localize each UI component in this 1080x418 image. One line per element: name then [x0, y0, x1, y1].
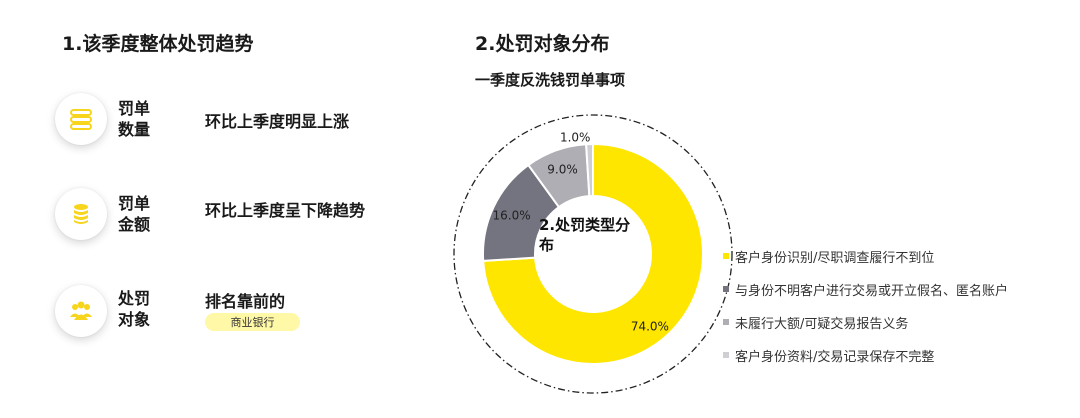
legend-swatch [723, 352, 729, 358]
donut-chart: 74.0% 16.0% 9.0% 1.0% 2.处罚类型分 布 [453, 114, 733, 394]
legend-item: 与身份不明客户进行交易或开立假名、匿名账户 [723, 279, 1008, 299]
donut-center-label: 2.处罚类型分 布 [539, 216, 635, 254]
coin-stack-icon [74, 204, 88, 224]
legend-item: 客户身份资料/交易记录保存不完整 [723, 345, 1008, 365]
slice-value-label: 16.0% [493, 209, 531, 223]
legend-swatch [723, 253, 729, 259]
metric-amount-label: 罚单 金额 [118, 194, 151, 234]
legend-item: 未履行大额/可疑交易报告义务 [723, 312, 1008, 332]
slice-value-label: 1.0% [560, 130, 591, 144]
metric-target-label: 处罚 对象 [118, 289, 151, 329]
slice-value-label: 74.0% [631, 319, 669, 333]
section1-title: 1.该季度整体处罚趋势 [62, 33, 254, 55]
donut-slice [482, 142, 704, 365]
chart-subtitle: 一季度反洗钱罚单事项 [475, 71, 626, 89]
legend-swatch [723, 319, 729, 325]
legend-swatch [723, 286, 729, 292]
metric-target-desc: 排名靠前的 [205, 292, 286, 311]
metric-quantity-desc: 环比上季度明显上涨 [205, 112, 350, 131]
legend-label: 未履行大额/可疑交易报告义务 [735, 316, 909, 332]
metric-quantity-badge [55, 93, 107, 145]
section2-title: 2.处罚对象分布 [475, 33, 610, 55]
donut-slice [585, 142, 594, 198]
target-tag: 商业银行 [205, 313, 300, 331]
list-icon [70, 109, 92, 130]
metric-quantity-label: 罚单 数量 [118, 99, 151, 139]
slice-value-label: 9.0% [547, 162, 578, 176]
metric-amount-desc: 环比上季度呈下降趋势 [205, 201, 366, 220]
dashed-outer-ring [453, 114, 733, 394]
metric-amount-badge [55, 188, 107, 240]
legend-label: 客户身份资料/交易记录保存不完整 [735, 349, 935, 365]
metric-target-badge [55, 285, 107, 337]
legend-item: 客户身份识别/尽职调查履行不到位 [723, 246, 1008, 266]
chart-legend: 客户身份识别/尽职调查履行不到位 与身份不明客户进行交易或开立假名、匿名账户 未… [723, 246, 1008, 378]
people-group-icon [70, 301, 92, 320]
legend-label: 客户身份识别/尽职调查履行不到位 [735, 250, 935, 266]
legend-label: 与身份不明客户进行交易或开立假名、匿名账户 [735, 283, 1009, 299]
